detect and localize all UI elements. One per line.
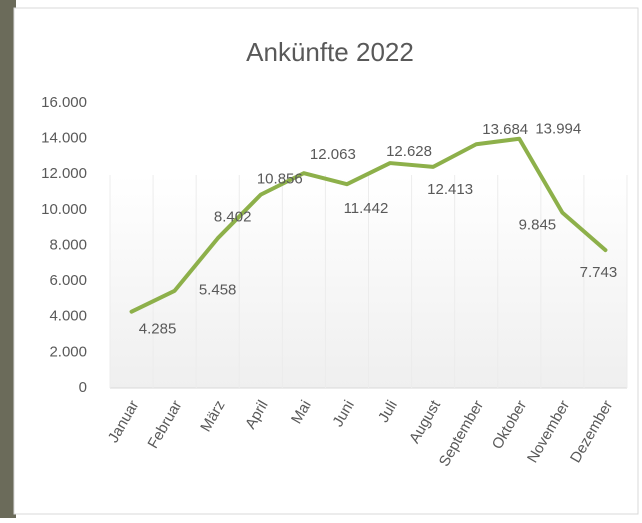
data-label: 7.743 [580, 264, 618, 281]
data-label: 4.285 [139, 321, 177, 338]
data-label: 10.856 [257, 171, 303, 188]
data-label: 12.413 [427, 181, 473, 198]
data-label: 8.402 [214, 208, 252, 225]
y-tick-label: 4.000 [49, 308, 87, 325]
data-label: 11.442 [344, 200, 389, 217]
data-label: 5.458 [199, 282, 237, 299]
y-tick-label: 8.000 [49, 236, 87, 253]
y-tick-label: 0 [79, 379, 87, 396]
y-tick-label: 6.000 [49, 272, 87, 289]
chart-title: Ankünfte 2022 [246, 37, 414, 67]
data-label: 12.628 [386, 143, 432, 160]
y-tick-label: 10.000 [41, 201, 87, 218]
y-tick-label: 12.000 [41, 165, 87, 182]
data-label: 13.684 [482, 121, 528, 138]
data-label: 13.994 [535, 121, 581, 138]
data-label: 12.063 [310, 146, 356, 163]
photo-edge [0, 0, 16, 518]
y-tick-label: 2.000 [49, 343, 87, 360]
y-tick-label: 16.000 [41, 94, 87, 111]
y-tick-label: 14.000 [41, 130, 87, 147]
data-label: 9.845 [519, 217, 557, 234]
data-line [129, 136, 608, 314]
